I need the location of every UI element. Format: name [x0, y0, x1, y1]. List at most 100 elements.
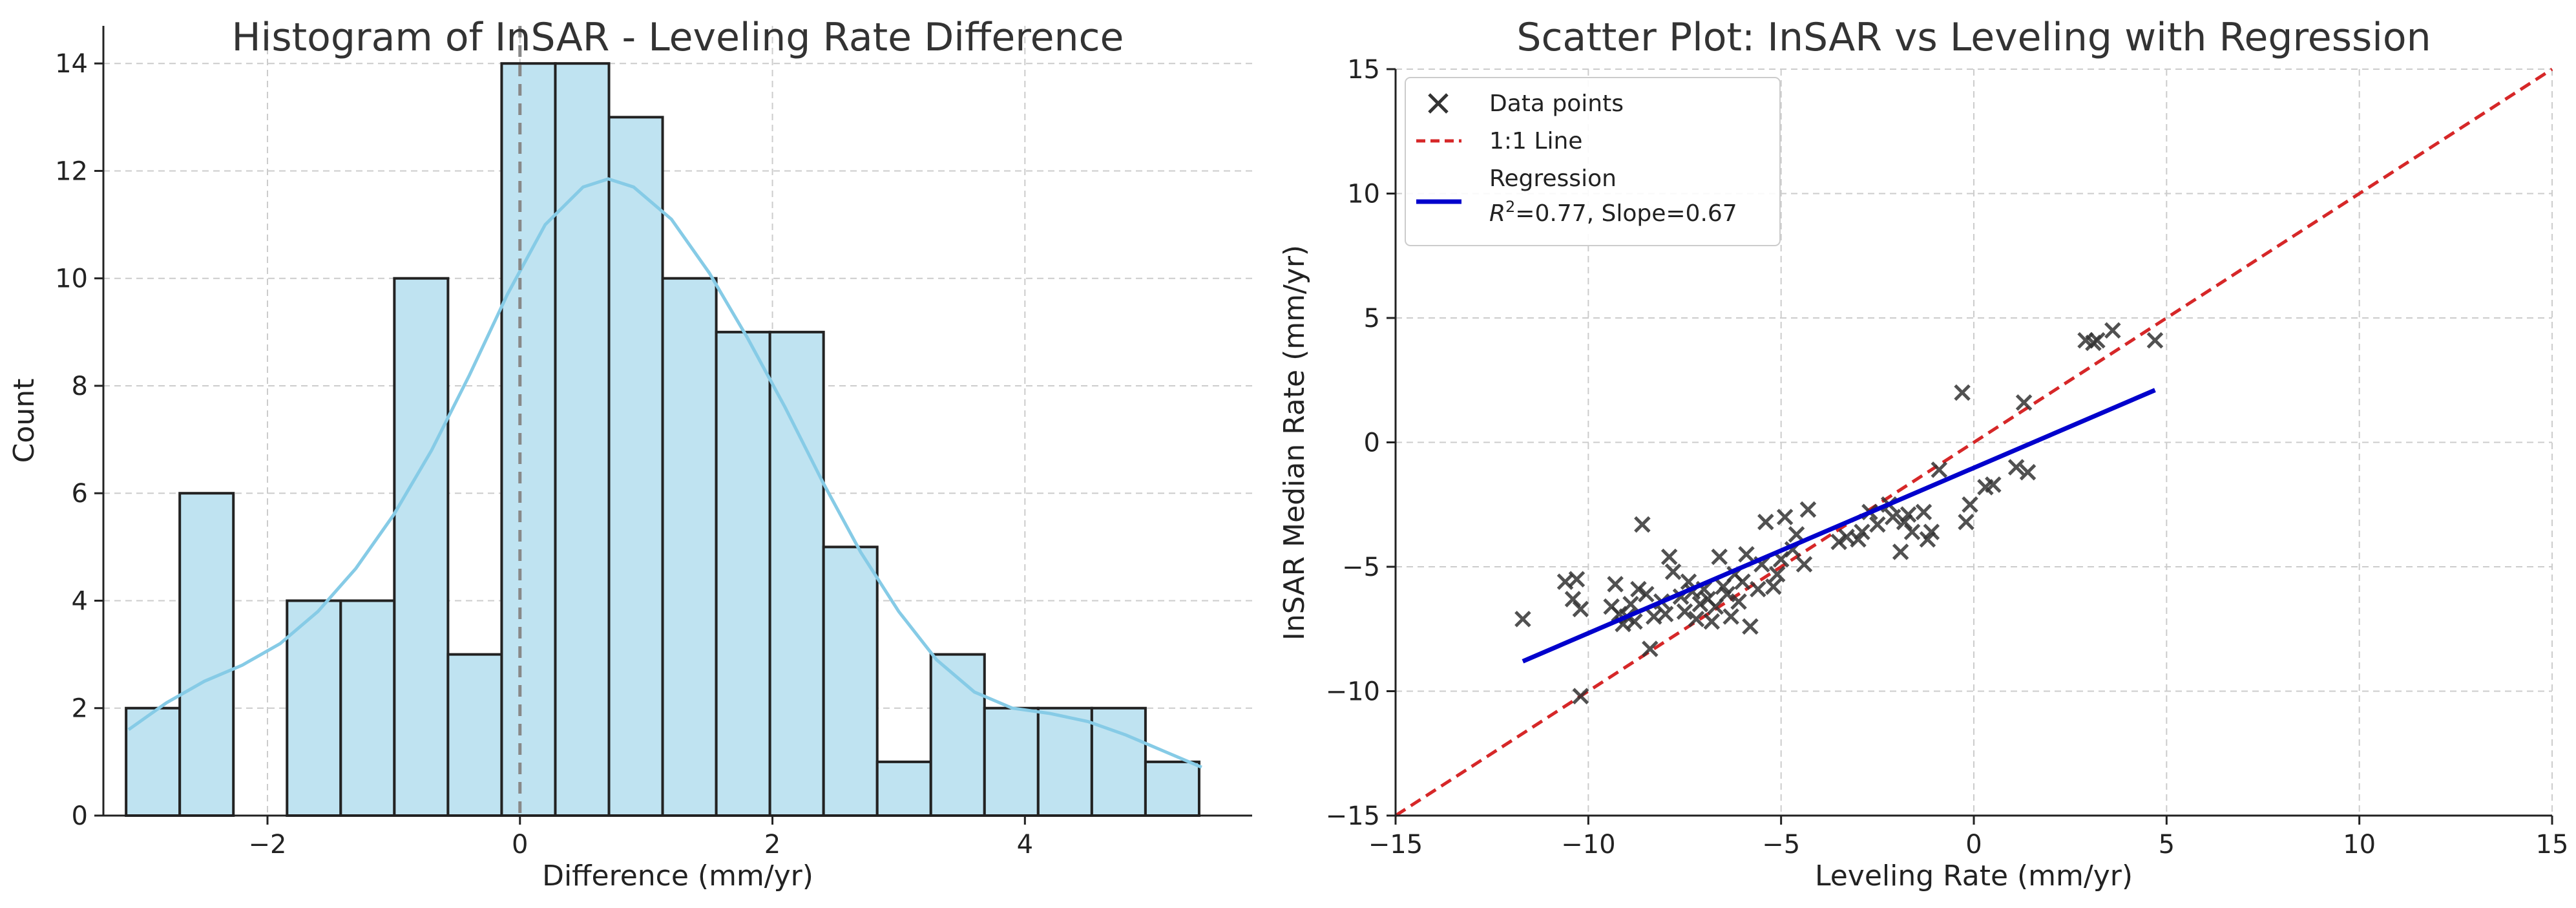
hist-y-tick-label: 10 [55, 264, 88, 294]
scatter-y-label: InSAR Median Rate (mm/yr) [1278, 245, 1311, 640]
scatter-point [1768, 565, 1786, 583]
scatter-point [2015, 394, 2033, 411]
legend-regression-label: Regression [1489, 165, 1617, 192]
regression-line [1522, 388, 2156, 664]
scatter-y-tick-label: −5 [1342, 553, 1380, 582]
scatter-point [1869, 516, 1886, 533]
scatter-y-ticks: −15 −10 −5 0 5 10 15 [1326, 55, 1396, 831]
histogram-bar [607, 116, 664, 818]
legend-one-to-one-label: 1:1 Line [1489, 128, 1582, 154]
scatter-point [2019, 463, 2037, 481]
histogram-bar [661, 277, 718, 818]
hist-x-tick-label: 2 [764, 830, 780, 860]
histogram-chart: −2 0 2 4 0 2 4 6 8 10 12 14 Histogram of InSAR - L… [8, 15, 1252, 892]
scatter-point [1707, 598, 1724, 615]
scatter-point [1954, 384, 1971, 401]
histogram-x-label: Difference (mm/yr) [542, 860, 813, 892]
scatter-point [1607, 576, 1624, 593]
scatter-point [2104, 322, 2121, 339]
scatter-point [1572, 688, 1589, 704]
histogram-kde-curve [127, 177, 1202, 769]
scatter-point [1764, 578, 1782, 595]
histogram-bar [875, 760, 932, 817]
histogram-bar [554, 62, 611, 818]
legend-box [1405, 77, 1781, 246]
scatter-point [1514, 611, 1531, 628]
scatter-y-tick-label: 15 [1347, 55, 1380, 85]
scatter-point [1985, 476, 2002, 493]
scatter-point [1892, 544, 1909, 560]
scatter-x-tick-label: 0 [1965, 830, 1982, 860]
histogram-bar [339, 599, 396, 817]
histogram-bar [178, 492, 235, 817]
histogram-bar [822, 545, 879, 818]
scatter-chart: −15 −10 −5 0 5 10 15 −15 −10 −5 0 5 10 15 Scatter Pl… [1278, 15, 2568, 892]
scatter-point [1568, 571, 1586, 588]
scatter-y-tick-label: −15 [1326, 801, 1380, 831]
scatter-x-tick-label: 15 [2536, 830, 2569, 860]
hist-x-tick-label: 4 [1017, 830, 1033, 860]
histogram-bar [983, 706, 1040, 817]
one-to-one-line [1394, 67, 2553, 818]
scatter-x-tick-label: −5 [1762, 830, 1800, 860]
scatter-point [1730, 593, 1747, 610]
scatter-point [1738, 545, 1755, 563]
scatter-title: Scatter Plot: InSAR vs Leveling with Reg… [1516, 15, 2431, 60]
scatter-y-tick-label: 10 [1347, 180, 1380, 209]
histogram-bar [125, 706, 182, 817]
scatter-x-tick-label: 10 [2343, 830, 2376, 860]
scatter-points [1514, 322, 2164, 704]
scatter-point [1854, 523, 1870, 540]
hist-y-tick-label: 14 [55, 49, 88, 79]
scatter-point [1630, 580, 1647, 598]
scatter-point [1923, 523, 1940, 540]
scatter-point [1634, 516, 1651, 533]
scatter-point [2089, 332, 2106, 349]
scatter-point [1884, 509, 1901, 525]
scatter-point [1776, 509, 1794, 525]
scatter-point [1688, 611, 1705, 628]
hist-x-tick-label: −2 [249, 830, 287, 860]
scatter-point [1664, 563, 1682, 580]
scatter-point [1799, 501, 1817, 518]
histogram-bar [1036, 706, 1093, 817]
scatter-point [1642, 640, 1659, 657]
histogram-bar [1144, 760, 1200, 817]
scatter-x-ticks: −15 −10 −5 0 5 10 15 [1368, 816, 2569, 860]
histogram-y-ticks: 0 2 4 6 8 10 12 14 [55, 49, 103, 831]
histogram-y-label: Count [8, 379, 41, 463]
scatter-x-tick-label: −15 [1368, 830, 1423, 860]
scatter-point [1903, 523, 1921, 540]
scatter-point [2007, 459, 2025, 476]
scatter-point [1622, 595, 1639, 613]
scatter-x-tick-label: 5 [2159, 830, 2175, 860]
scatter-point [1691, 595, 1709, 613]
histogram-bar [715, 330, 771, 817]
histogram-bar [500, 62, 557, 818]
scatter-point [1931, 461, 1948, 478]
scatter-legend: Data points 1:1 Line Regression R2=0.77,… [1405, 77, 1781, 246]
scatter-point [1723, 608, 1739, 625]
scatter-point [1830, 533, 1847, 551]
scatter-point [1788, 526, 1805, 543]
scatter-point [1676, 603, 1693, 620]
scatter-point [1750, 580, 1766, 598]
histogram-bar [393, 277, 450, 818]
scatter-y-tick-label: −10 [1326, 677, 1380, 707]
scatter-point [1638, 586, 1655, 603]
scatter-x-tick-label: −10 [1561, 830, 1615, 860]
histogram-bars [125, 62, 1200, 818]
legend-regression-stats: R2=0.77, Slope=0.67 [1489, 198, 1737, 227]
scatter-point [1962, 496, 1978, 513]
legend-points-marker [1428, 93, 1449, 114]
hist-y-tick-label: 0 [72, 801, 88, 831]
scatter-point [1900, 506, 1917, 523]
scatter-point [1796, 556, 1813, 573]
scatter-point [1719, 586, 1735, 603]
legend-points-label: Data points [1489, 90, 1624, 117]
scatter-point [1915, 503, 1932, 521]
histogram-bar [446, 653, 503, 817]
scatter-point [1711, 548, 1728, 565]
scatter-point [1703, 613, 1721, 630]
